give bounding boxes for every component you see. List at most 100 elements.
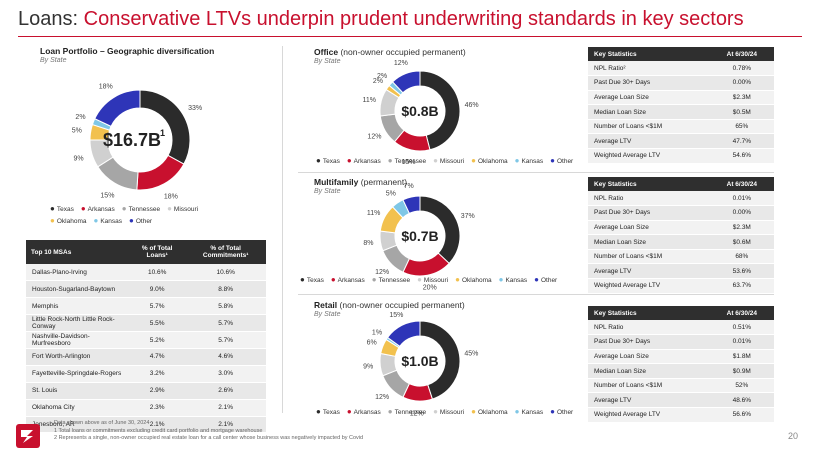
retail-heading: Retail (non-owner occupied permanent) [314, 300, 465, 310]
legend-item: ● Tennessee [122, 203, 160, 215]
row-value: $0.9M [709, 363, 774, 379]
page-title: Loans: Conservative LTVs underpin pruden… [18, 8, 744, 31]
footnote-0: Data shown above as of June 30, 2024 [54, 420, 150, 426]
legend-item: ● Tennessee [372, 274, 410, 286]
table-row: Average LTV 47.7% [588, 133, 774, 150]
row-value: 65% [709, 119, 774, 135]
row-label: Average Loan Size [588, 220, 710, 236]
row-value: 5.2% [128, 331, 186, 349]
table-row: Average Loan Size $2.3M [588, 90, 774, 106]
legend-label: Tennessee [378, 277, 411, 284]
slice-label: 18% [164, 194, 178, 201]
legend-swatch: ● [167, 204, 172, 213]
legend-swatch: ● [433, 156, 438, 165]
donut-slice-other [94, 89, 141, 128]
row-label: Fort Worth-Arlington [26, 348, 129, 366]
row-label: NPL Ratio [588, 191, 710, 207]
multifamily-donut-chart: $0.7B 37% 20% 12% 8% 11% 5% 7% [363, 183, 474, 292]
legend-swatch: ● [346, 156, 352, 165]
legend-swatch: ● [433, 407, 438, 416]
row-value: 2.9% [128, 382, 186, 400]
legend-swatch: ● [300, 275, 305, 284]
slice-label: 6% [367, 339, 377, 346]
office-legend: ● Texas ● Arkansas ● Tennessee ● Missouri ● Oklah… [316, 155, 586, 167]
row-label: Number of Loans <$1M [588, 249, 710, 265]
table-row: Median Loan Size $0.5M [588, 104, 774, 120]
legend-swatch: ● [471, 407, 476, 416]
slice-label: 7% [404, 183, 414, 190]
legend-label: Missouri [439, 158, 465, 165]
legend-label: Oklahoma [56, 218, 87, 225]
msa-header-loans: % of Total Loans¹ [128, 240, 186, 264]
row-label: Nashville-Davidson-Murfreesboro [26, 331, 129, 349]
table-row: Oklahoma City 2.3% 2.1% [26, 399, 266, 417]
row-value: 2.3% [128, 399, 186, 417]
table-row: Dallas-Plano-Irving 10.6% 10.6% [26, 264, 266, 282]
row-label: Number of Loans <$1M [588, 378, 710, 394]
office-stats-date: At 6/30/24 [709, 47, 774, 61]
row-value: 0.01% [709, 191, 774, 207]
legend-item: ● Missouri [417, 274, 448, 286]
footnote-2: 2 Represents a single, non-owner occupie… [54, 435, 364, 441]
row-label: NPL Ratio² [588, 61, 710, 77]
msa-table-body: Dallas-Plano-Irving 10.6% 10.6% Houston-Sug… [26, 264, 266, 434]
table-row: Average Loan Size $1.8M [588, 349, 774, 365]
footnotes: Data shown above as of June 30, 2024 1 T… [54, 420, 363, 443]
row-label: Average LTV [588, 133, 710, 150]
legend-label: Arkansas [337, 277, 365, 284]
retail-center-value: $1.0B [401, 353, 438, 369]
legend-swatch: ● [514, 407, 520, 416]
table-row: Jonesboro, AR 2.1% 2.1% [26, 416, 266, 434]
left-divider [282, 46, 283, 413]
legend-swatch: ● [534, 275, 539, 284]
row-value: 0.51% [709, 320, 774, 336]
row-value: 2.1% [185, 399, 266, 417]
legend-item: ● Kansas [515, 155, 544, 167]
legend-swatch: ● [471, 156, 476, 165]
row-value: 5.7% [185, 314, 266, 333]
legend-item: ● Kansas [499, 274, 528, 286]
row-value: 47.7% [709, 133, 774, 150]
company-logo [16, 424, 40, 448]
table-row: Average Loan Size $2.3M [588, 220, 774, 236]
slice-label: 8% [363, 240, 373, 247]
row-label: Dallas-Plano-Irving [26, 264, 129, 282]
office-stats-table: Key Statistics At 6/30/24 NPL Ratio² 0.78… [588, 47, 774, 164]
row-value: 2.6% [185, 382, 266, 400]
slice-label: 45% [464, 350, 478, 357]
table-row: NPL Ratio 0.51% [588, 320, 774, 336]
legend-label: Texas [322, 158, 340, 165]
office-stats-header: Key Statistics [588, 47, 710, 61]
row-label: St. Louis [26, 382, 129, 400]
table-row: Little Rock-North Little Rock-Conway 5.5%… [26, 314, 266, 333]
portfolio-subheading: By State [40, 57, 67, 64]
legend-swatch: ● [50, 216, 55, 225]
legend-label: Oklahoma [461, 277, 492, 284]
table-row: Median Loan Size $0.9M [588, 363, 774, 379]
legend-item: ● Missouri [167, 203, 198, 215]
row-label: Weighted Average LTV [588, 278, 710, 294]
row-label: Past Due 30+ Days [588, 75, 710, 91]
legend-swatch: ● [50, 204, 55, 213]
table-row: NPL Ratio 0.01% [588, 191, 774, 207]
row-label: Memphis [26, 297, 129, 316]
row-value: $0.6M [709, 234, 774, 250]
table-row: Weighted Average LTV 54.6% [588, 148, 774, 164]
donut-slice-other [402, 195, 421, 215]
table-row: NPL Ratio² 0.78% [588, 61, 774, 77]
row-value: 0.78% [709, 61, 774, 77]
row-label: Number of Loans <$1M [588, 119, 710, 135]
row-value: $2.3M [709, 220, 774, 236]
legend-item: ● Tennessee [388, 406, 426, 418]
legend-item: ● Texas [50, 203, 74, 215]
slice-label: 12% [410, 410, 424, 417]
msa-header-name: Top 10 MSAs [26, 240, 129, 264]
table-row: Memphis 5.7% 5.8% [26, 297, 266, 316]
row-value: 8.8% [185, 280, 266, 299]
row-value: 56.6% [709, 407, 774, 423]
legend-label: Tennessee [394, 158, 427, 165]
legend-swatch: ● [498, 275, 504, 284]
legend-swatch: ● [514, 156, 520, 165]
slice-label: 15% [389, 312, 403, 319]
slice-label: 18% [99, 83, 113, 90]
